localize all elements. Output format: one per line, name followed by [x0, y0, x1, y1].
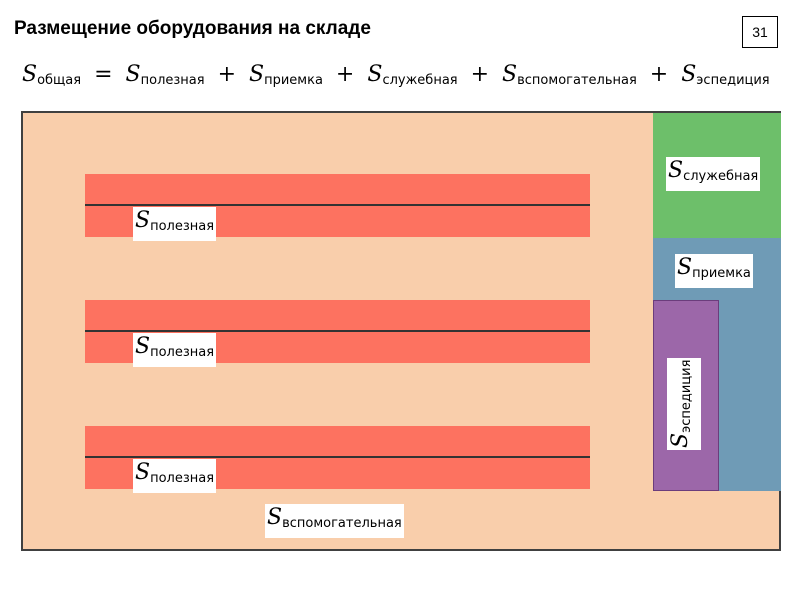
- formula-symbol: S: [125, 62, 141, 87]
- useful-area-label-3: Sполезная: [133, 459, 217, 493]
- page-title: Размещение оборудования на складе: [14, 18, 371, 39]
- receiving-area-label: Sприемка: [675, 254, 753, 288]
- label-sub: полезная: [150, 471, 215, 486]
- label-symbol: S: [135, 460, 151, 485]
- label-symbol: S: [135, 334, 151, 359]
- useful-area-label-1: Sполезная: [133, 207, 217, 241]
- rack-divider: [85, 456, 590, 458]
- shipping-area-label: Sэспедиция: [667, 357, 701, 450]
- formula-term-useful: полезная: [140, 73, 205, 88]
- warehouse-floor-plan: Sполезная Sполезная Sполезная Sслужебная…: [21, 111, 781, 551]
- service-area-label: Sслужебная: [666, 157, 761, 191]
- label-sub: полезная: [150, 219, 215, 234]
- label-sub: приемка: [692, 266, 751, 281]
- formula-term-receiving: приемка: [264, 73, 323, 88]
- formula-plus: +: [470, 62, 490, 87]
- page-number: 31: [742, 16, 778, 48]
- formula-total-sub: общая: [37, 73, 82, 88]
- formula-symbol: S: [22, 62, 38, 87]
- formula-symbol: S: [249, 62, 265, 87]
- rack-divider: [85, 204, 590, 206]
- storage-rack-3: [85, 426, 590, 489]
- formula-term-shipping: эспедиция: [696, 73, 770, 88]
- formula-symbol: S: [502, 62, 518, 87]
- formula-term-service: служебная: [382, 73, 458, 88]
- formula-plus: +: [649, 62, 669, 87]
- formula-symbol: S: [367, 62, 383, 87]
- formula-term-auxiliary: вспомогательная: [517, 73, 637, 88]
- label-symbol: S: [267, 505, 283, 530]
- formula-symbol: S: [681, 62, 697, 87]
- area-formula: Sобщая = Sполезная + Sприемка + Sслужебн…: [22, 62, 770, 88]
- useful-area-label-2: Sполезная: [133, 333, 217, 367]
- label-symbol: S: [668, 432, 693, 448]
- formula-plus: +: [335, 62, 355, 87]
- label-sub: служебная: [683, 169, 759, 184]
- label-sub: вспомогательная: [282, 516, 402, 531]
- formula-plus: +: [217, 62, 237, 87]
- label-symbol: S: [677, 255, 693, 280]
- label-symbol: S: [135, 208, 151, 233]
- label-sub: полезная: [150, 345, 215, 360]
- formula-equals: =: [94, 62, 113, 87]
- rack-divider: [85, 330, 590, 332]
- auxiliary-area-label: Sвспомогательная: [265, 504, 404, 538]
- label-symbol: S: [668, 158, 684, 183]
- label-sub: эспедиция: [679, 359, 694, 433]
